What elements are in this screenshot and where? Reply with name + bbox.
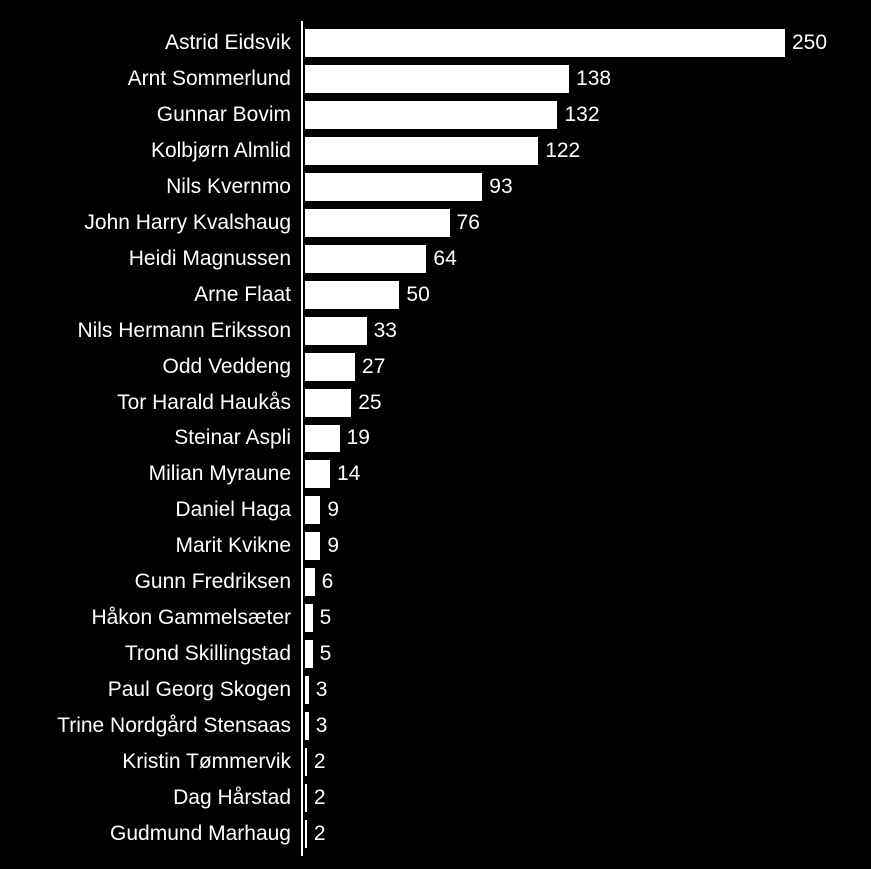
bar-row: Gunn Fredriksen 6 xyxy=(0,564,871,600)
bar-row: Odd Veddeng 27 xyxy=(0,349,871,385)
bar xyxy=(304,459,331,489)
bar-row: Dag Hårstad 2 xyxy=(0,780,871,816)
horizontal-bar-chart: Astrid Eidsvik250Arnt Sommerlund138Gunna… xyxy=(0,0,871,869)
bar-row: Milian Myraune 14 xyxy=(0,456,871,492)
category-label: Milian Myraune xyxy=(149,462,291,486)
bar-row: Paul Georg Skogen 3 xyxy=(0,672,871,708)
value-label: 250 xyxy=(792,31,827,55)
bar xyxy=(304,495,321,525)
bar-row: Håkon Gammelsæter 5 xyxy=(0,600,871,636)
bar xyxy=(304,316,368,346)
value-label: 5 xyxy=(320,606,332,630)
bar xyxy=(304,28,786,58)
bar-row: Kolbjørn Almlid 122 xyxy=(0,133,871,169)
category-label: Daniel Haga xyxy=(175,498,291,522)
bar-row: Trine Nordgård Stensaas 3 xyxy=(0,708,871,744)
value-label: 2 xyxy=(314,822,326,846)
bar xyxy=(304,639,314,669)
bar-row: Steinar Aspli 19 xyxy=(0,421,871,457)
category-label: Dag Hårstad xyxy=(173,786,291,810)
category-label: Gunnar Bovim xyxy=(157,103,291,127)
category-label: Gunn Fredriksen xyxy=(135,570,291,594)
value-label: 5 xyxy=(320,642,332,666)
bar xyxy=(304,711,310,741)
category-label: Trine Nordgård Stensaas xyxy=(57,714,291,738)
bar-row: Gunnar Bovim 132 xyxy=(0,97,871,133)
value-label: 3 xyxy=(316,714,328,738)
bar-row: Nils Kvernmo 93 xyxy=(0,169,871,205)
bar-row: Tor Harald Haukås 25 xyxy=(0,385,871,421)
category-label: Trond Skillingstad xyxy=(125,642,291,666)
category-label: Tor Harald Haukås xyxy=(117,391,291,415)
bar xyxy=(304,64,570,94)
value-label: 19 xyxy=(347,426,370,450)
bar xyxy=(304,819,308,849)
value-label: 50 xyxy=(406,283,429,307)
bar-row: Gudmund Marhaug 2 xyxy=(0,816,871,852)
bar-row: Nils Hermann Eriksson 33 xyxy=(0,313,871,349)
bar xyxy=(304,603,314,633)
value-label: 122 xyxy=(545,139,580,163)
value-label: 64 xyxy=(433,247,456,271)
bar xyxy=(304,424,341,454)
category-label: Håkon Gammelsæter xyxy=(91,606,291,630)
bar-row: Arne Flaat 50 xyxy=(0,277,871,313)
bar-row: Daniel Haga 9 xyxy=(0,492,871,528)
bar xyxy=(304,388,352,418)
category-label: Heidi Magnussen xyxy=(129,247,291,271)
value-label: 6 xyxy=(322,570,334,594)
category-label: Paul Georg Skogen xyxy=(108,678,291,702)
value-label: 93 xyxy=(489,175,512,199)
value-label: 27 xyxy=(362,355,385,379)
bar xyxy=(304,352,356,382)
bar-row: Kristin Tømmervik 2 xyxy=(0,744,871,780)
category-label: Odd Veddeng xyxy=(163,355,291,379)
category-label: John Harry Kvalshaug xyxy=(84,211,291,235)
bar-row: Heidi Magnussen 64 xyxy=(0,241,871,277)
bar-row: Astrid Eidsvik 250 xyxy=(0,25,871,61)
category-label: Nils Hermann Eriksson xyxy=(77,319,291,343)
bar xyxy=(304,783,308,813)
value-label: 25 xyxy=(358,391,381,415)
bar xyxy=(304,244,427,274)
bar-row: Arnt Sommerlund 138 xyxy=(0,61,871,97)
value-label: 2 xyxy=(314,786,326,810)
bar-row: Marit Kvikne 9 xyxy=(0,528,871,564)
value-label: 33 xyxy=(374,319,397,343)
category-label: Nils Kvernmo xyxy=(166,175,291,199)
value-label: 132 xyxy=(564,103,599,127)
bar-row: Trond Skillingstad 5 xyxy=(0,636,871,672)
bar xyxy=(304,567,316,597)
bar xyxy=(304,747,308,777)
bar-row: John Harry Kvalshaug 76 xyxy=(0,205,871,241)
bar xyxy=(304,280,400,310)
value-label: 138 xyxy=(576,67,611,91)
value-label: 3 xyxy=(316,678,328,702)
category-label: Kolbjørn Almlid xyxy=(151,139,291,163)
bar xyxy=(304,531,321,561)
bar xyxy=(304,172,483,202)
category-label: Marit Kvikne xyxy=(175,534,291,558)
value-label: 14 xyxy=(337,462,360,486)
value-label: 76 xyxy=(457,211,480,235)
value-label: 2 xyxy=(314,750,326,774)
bar xyxy=(304,136,539,166)
bar xyxy=(304,100,558,130)
category-label: Arne Flaat xyxy=(194,283,291,307)
category-label: Steinar Aspli xyxy=(174,426,291,450)
category-label: Gudmund Marhaug xyxy=(110,822,291,846)
bar xyxy=(304,675,310,705)
category-label: Kristin Tømmervik xyxy=(122,750,291,774)
category-label: Astrid Eidsvik xyxy=(165,31,291,55)
value-label: 9 xyxy=(327,498,339,522)
category-label: Arnt Sommerlund xyxy=(128,67,291,91)
bar xyxy=(304,208,451,238)
value-label: 9 xyxy=(327,534,339,558)
